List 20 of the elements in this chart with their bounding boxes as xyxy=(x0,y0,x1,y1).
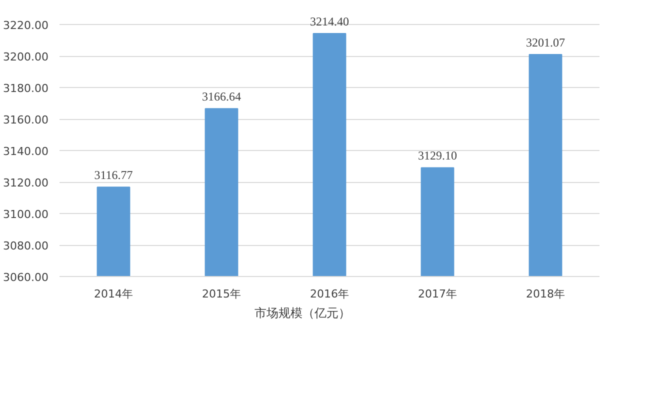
y-tick-label: 3200.00 xyxy=(3,50,49,64)
y-tick-label: 3160.00 xyxy=(3,114,49,127)
x-tick-label: 2015年 xyxy=(202,288,242,300)
data-label: 3129.10 xyxy=(418,148,457,163)
y-tick-label: 3220.00 xyxy=(3,19,49,32)
y-tick-label: 3140.00 xyxy=(3,145,49,158)
text: 市场规模（亿元） xyxy=(254,304,350,322)
y-tick-label: 3100.00 xyxy=(3,208,49,222)
y-tick-label: 3180.00 xyxy=(3,82,49,96)
x-tick-label: 2014年 xyxy=(94,288,134,300)
y-tick-label: 3080.00 xyxy=(3,240,49,253)
y-tick-label: 3120.00 xyxy=(3,176,49,190)
data-label: 3201.07 xyxy=(526,35,565,50)
x-tick-label: 2018年 xyxy=(526,288,566,300)
data-label: 3116.77 xyxy=(94,168,133,182)
x-tick-label: 2016年 xyxy=(310,288,350,300)
data-label: 3214.40 xyxy=(310,14,349,28)
x-tick-label: 2017年 xyxy=(418,288,458,300)
y-tick-label: 3060.00 xyxy=(3,271,49,284)
data-label: 3166.64 xyxy=(202,90,241,104)
